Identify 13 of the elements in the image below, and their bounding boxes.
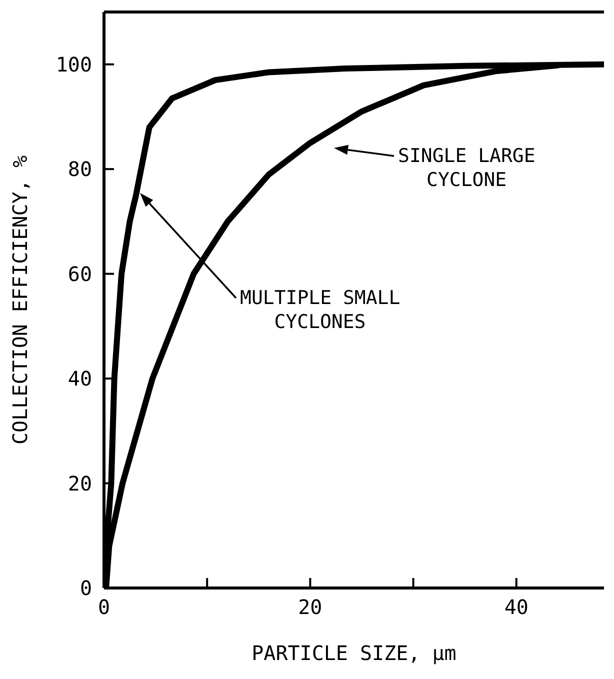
x-axis-title: PARTICLE SIZE, µm bbox=[252, 641, 456, 665]
annotation: MULTIPLE SMALL CYCLONES bbox=[240, 287, 400, 333]
y-tick-label: 100 bbox=[56, 52, 92, 76]
y-tick-label: 60 bbox=[68, 262, 92, 286]
y-axis-title: COLLECTION EFFICIENCY, % bbox=[8, 156, 32, 444]
y-tick-label: 0 bbox=[80, 576, 92, 600]
x-tick-label: 40 bbox=[504, 595, 528, 620]
annotation: SINGLE LARGE CYCLONE bbox=[398, 145, 536, 191]
x-tick-label: 20 bbox=[298, 595, 322, 620]
y-tick-label: 40 bbox=[68, 366, 92, 391]
y-tick-label: 20 bbox=[68, 471, 92, 496]
y-tick-label: 80 bbox=[68, 157, 92, 182]
x-tick-label: 0 bbox=[98, 595, 110, 620]
